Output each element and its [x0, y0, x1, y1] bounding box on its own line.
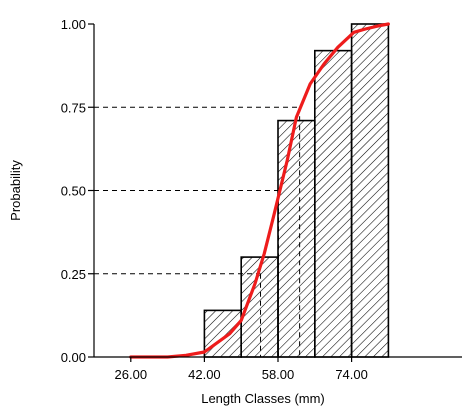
bar-1	[203, 309, 242, 358]
x-tick-label-3: 74.00	[335, 367, 368, 382]
y-axis-title: Probability	[8, 160, 23, 221]
y-tick-label-2: 0.50	[61, 184, 86, 199]
bar-3	[277, 119, 316, 358]
y-tick-label-4: 1.00	[61, 17, 86, 32]
x-tick-label-1: 42.00	[188, 367, 221, 382]
x-axis-title: Length Classes (mm)	[201, 391, 325, 406]
x-tick-label-2: 58.00	[262, 367, 295, 382]
tick-labels-layer: 0.00 0.25 0.50 0.75 1.00 26.00 42.00 58.00 74.00	[61, 17, 368, 382]
ticks-layer	[88, 23, 353, 362]
bar-4	[313, 49, 353, 358]
y-tick-label-3: 0.75	[61, 100, 86, 115]
x-tick-label-0: 26.00	[115, 367, 148, 382]
bar-5	[350, 23, 390, 358]
y-tick-label-1: 0.25	[61, 267, 86, 282]
probability-curve	[129, 22, 390, 359]
y-tick-label-0: 0.00	[61, 350, 86, 365]
reference-lines-layer	[94, 106, 301, 357]
curve-layer	[129, 22, 390, 359]
